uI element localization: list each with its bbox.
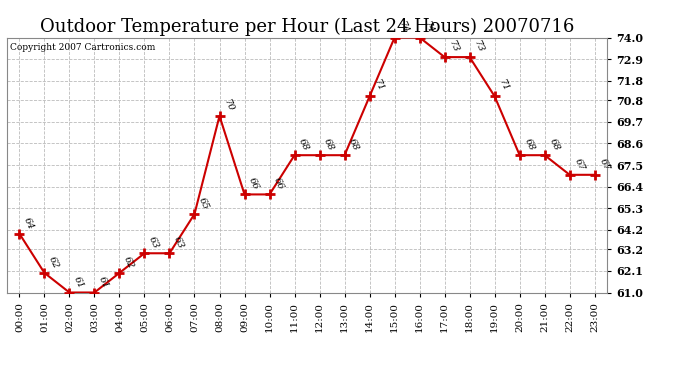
Text: 65: 65 bbox=[197, 196, 210, 211]
Title: Outdoor Temperature per Hour (Last 24 Hours) 20070716: Outdoor Temperature per Hour (Last 24 Ho… bbox=[40, 18, 574, 36]
Text: 66: 66 bbox=[247, 177, 261, 192]
Text: 61: 61 bbox=[72, 274, 86, 290]
Text: 71: 71 bbox=[497, 78, 511, 94]
Text: 62: 62 bbox=[122, 255, 136, 270]
Text: 68: 68 bbox=[297, 137, 310, 152]
Text: 74: 74 bbox=[422, 20, 436, 35]
Text: 68: 68 bbox=[547, 137, 561, 152]
Text: 64: 64 bbox=[22, 216, 36, 231]
Text: 73: 73 bbox=[447, 39, 461, 54]
Text: 61: 61 bbox=[97, 274, 110, 290]
Text: 68: 68 bbox=[322, 137, 336, 152]
Text: 67: 67 bbox=[598, 157, 611, 172]
Text: 70: 70 bbox=[222, 98, 236, 113]
Text: 63: 63 bbox=[172, 236, 186, 250]
Text: 67: 67 bbox=[573, 157, 586, 172]
Text: 71: 71 bbox=[373, 78, 386, 94]
Text: Copyright 2007 Cartronics.com: Copyright 2007 Cartronics.com bbox=[10, 43, 155, 52]
Text: 68: 68 bbox=[522, 137, 536, 152]
Text: 68: 68 bbox=[347, 137, 361, 152]
Text: 63: 63 bbox=[147, 236, 161, 250]
Text: 66: 66 bbox=[273, 177, 286, 192]
Text: 62: 62 bbox=[47, 255, 61, 270]
Text: 73: 73 bbox=[473, 39, 486, 54]
Text: 74: 74 bbox=[397, 20, 411, 35]
